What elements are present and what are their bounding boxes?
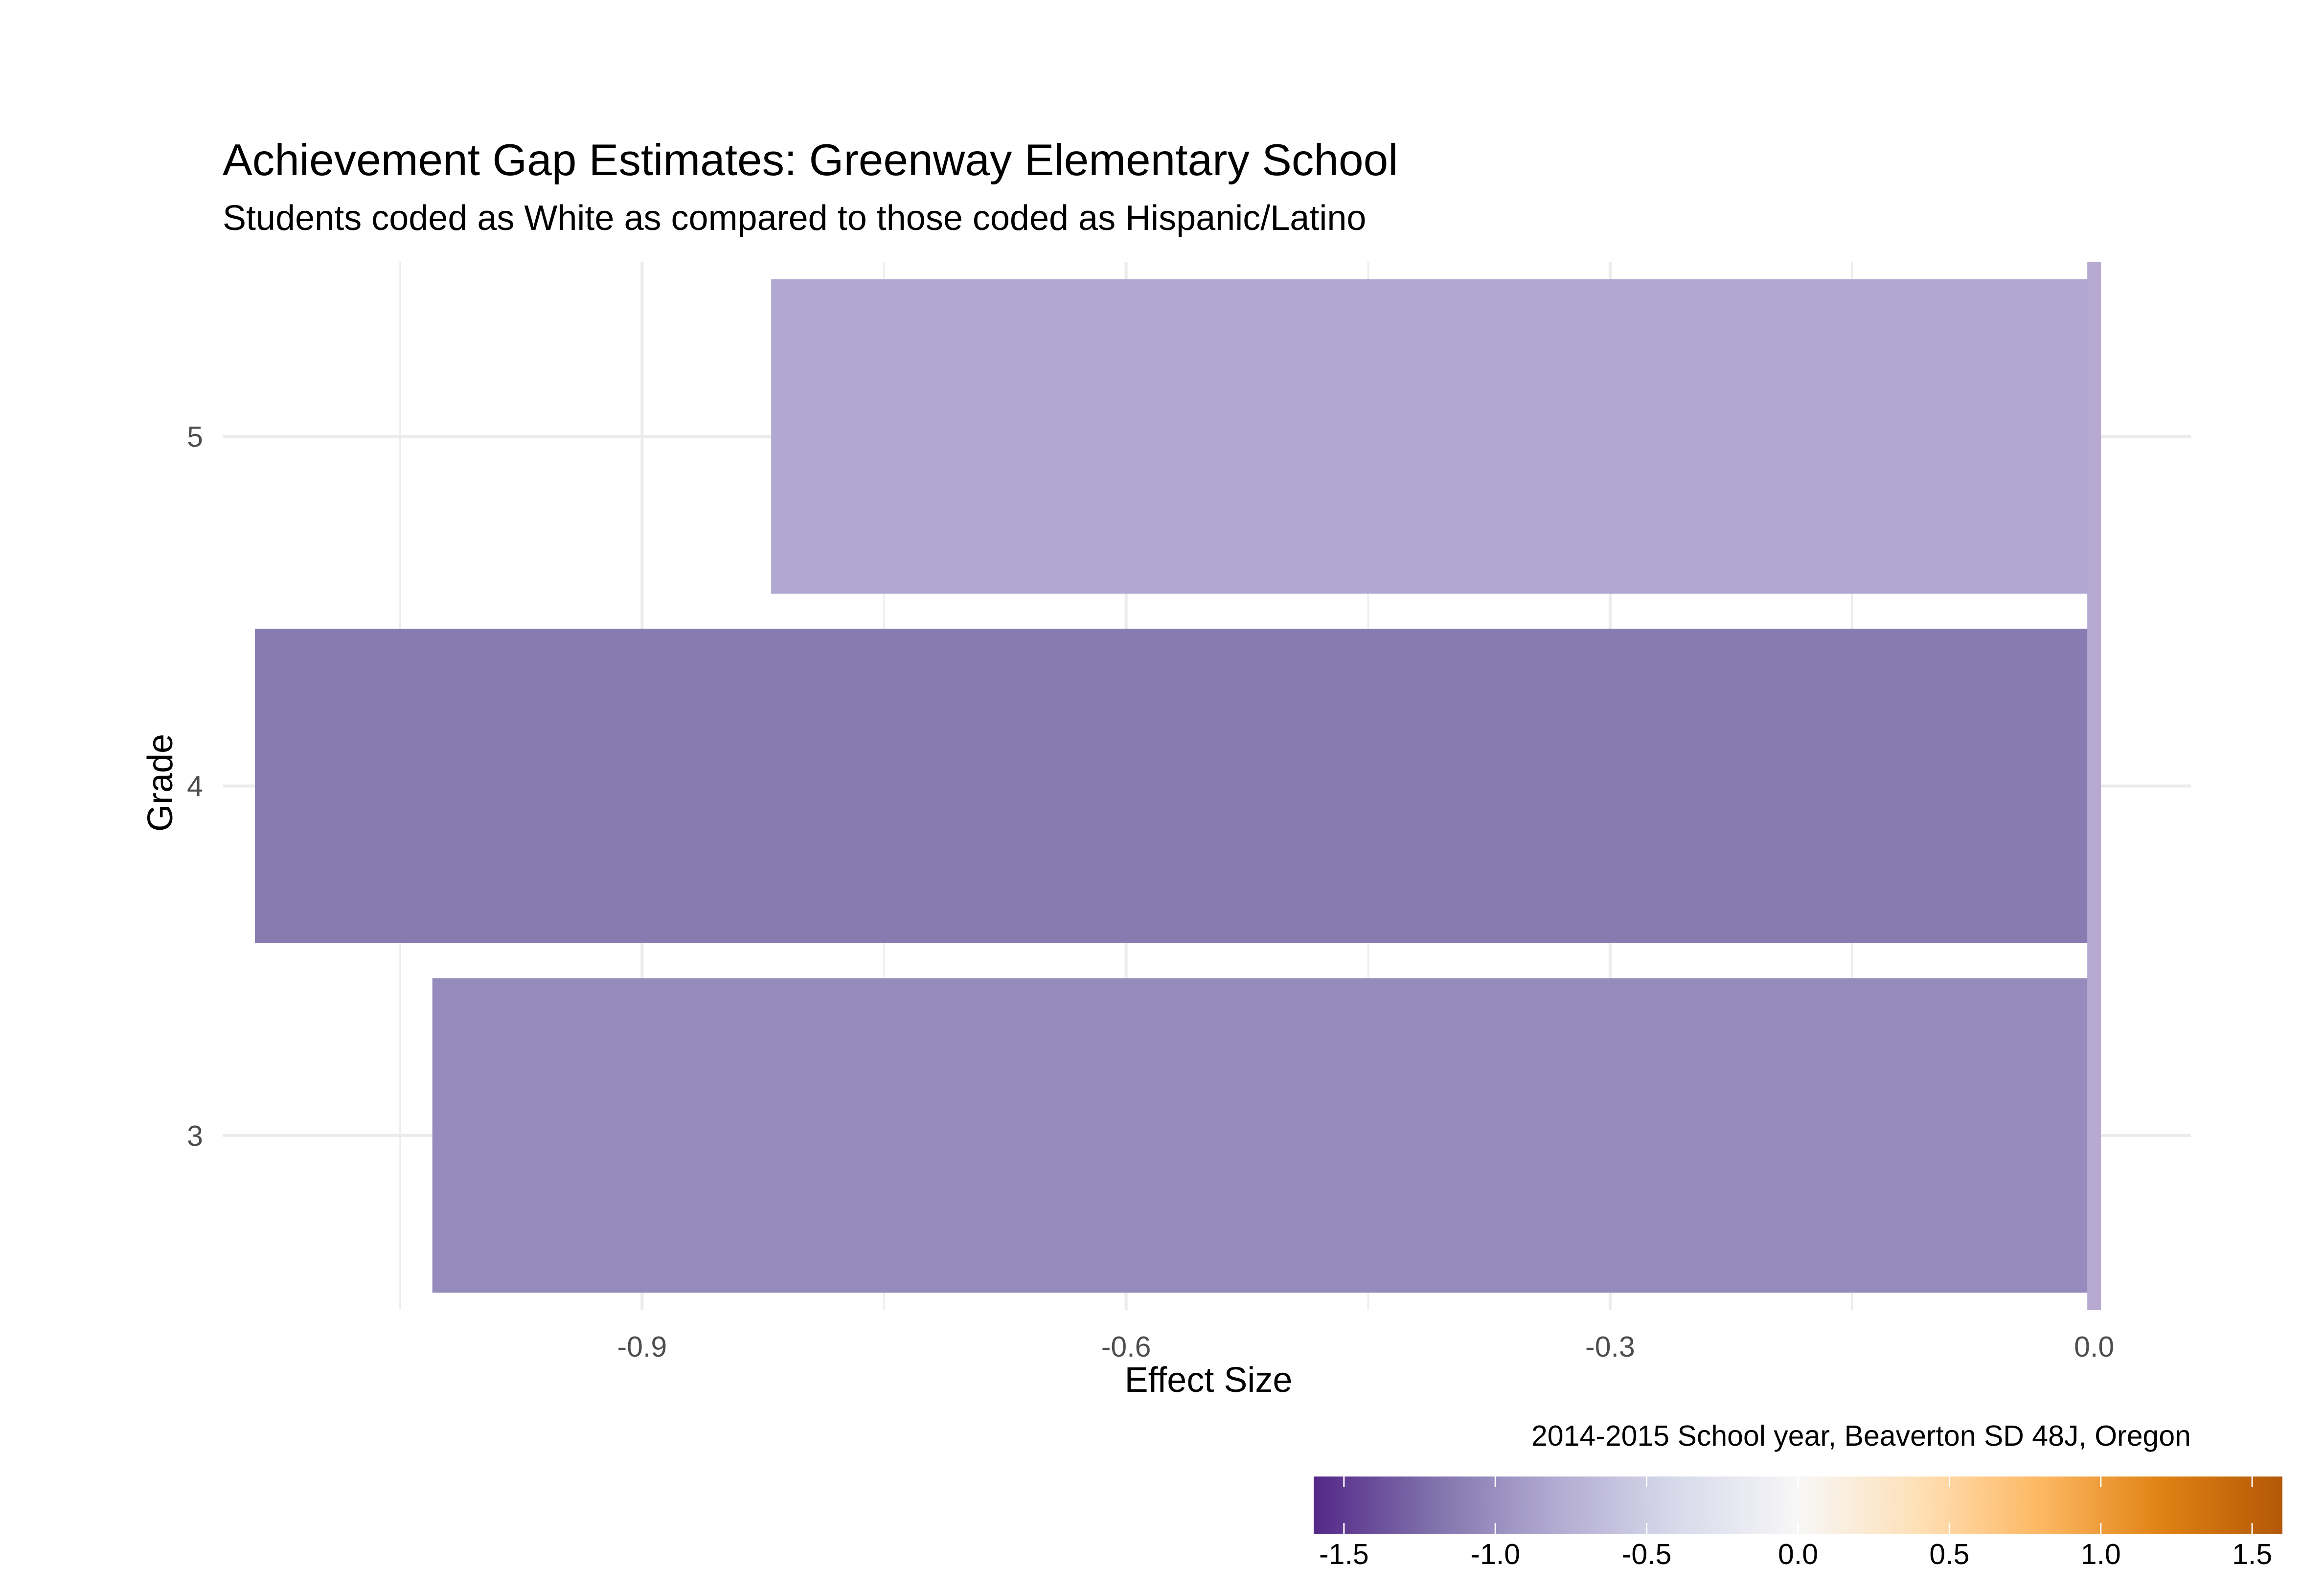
y-tick-label: 3 <box>187 1120 203 1152</box>
chart-caption: 2014-2015 School year, Beaverton SD 48J,… <box>1531 1420 2191 1452</box>
y-tick-label: 4 <box>187 771 203 803</box>
colorbar-label: -1.5 <box>1319 1538 1369 1570</box>
colorbar-label: 1.5 <box>2232 1538 2272 1570</box>
bars <box>254 279 2095 1293</box>
bar-grade-3 <box>432 978 2095 1293</box>
colorbar-label: -0.5 <box>1622 1538 1672 1570</box>
chart-subtitle: Students coded as White as compared to t… <box>223 199 1366 238</box>
x-axis-title: Effect Size <box>1125 1361 1293 1400</box>
bar-grade-5 <box>771 279 2095 594</box>
color-legend: -1.5 -1.0 -0.5 0.0 0.5 1.0 1.5 <box>1314 1476 2282 1570</box>
colorbar-label: 1.0 <box>2081 1538 2121 1570</box>
x-tick-label: -0.3 <box>1585 1331 1635 1363</box>
colorbar-label: -1.0 <box>1470 1538 1520 1570</box>
x-tick-label: 0.0 <box>2074 1331 2114 1363</box>
y-axis-title: Grade <box>141 734 180 832</box>
colorbar-label: 0.0 <box>1778 1538 1818 1570</box>
axes: -0.9 -0.6 -0.3 0.0 3 4 5 <box>187 421 2114 1363</box>
x-tick-label: -0.6 <box>1101 1331 1151 1363</box>
x-tick-label: -0.9 <box>617 1331 667 1363</box>
bar-grade-4 <box>254 629 2095 943</box>
y-tick-label: 5 <box>187 421 203 453</box>
chart-title: Achievement Gap Estimates: Greenway Elem… <box>223 136 1398 185</box>
colorbar-label: 0.5 <box>1929 1538 1969 1570</box>
